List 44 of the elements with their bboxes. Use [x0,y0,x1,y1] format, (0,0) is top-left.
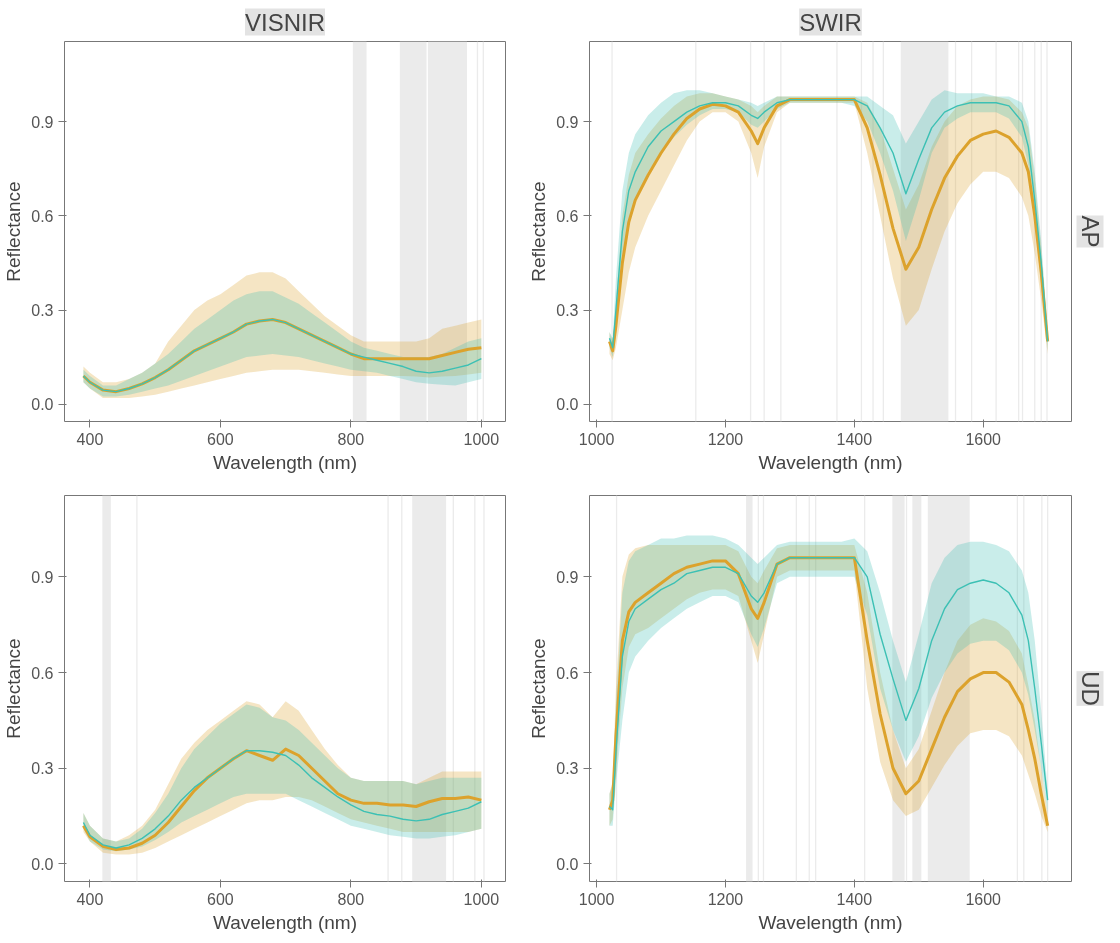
y-tick-label: 0.0 [556,855,579,873]
x-tick-label: 1000 [463,430,500,448]
x-tick-label: 600 [207,430,234,448]
y-axis-title: Reflectance [528,181,550,282]
x-tick-label: 1600 [965,890,1002,908]
x-axis-title: Wavelength (nm) [213,451,357,473]
y-tick-label: 0.0 [31,855,54,873]
x-tick-label: 1000 [463,890,500,908]
x-tick-label: 1200 [707,430,744,448]
y-tick-label: 0.3 [31,760,54,778]
y-axis-title: Reflectance [3,181,25,282]
y-tick-label: 0.6 [556,664,579,682]
y-tick-label: 0.3 [31,302,54,320]
y-tick-label: 0.3 [556,302,579,320]
x-tick-label: 1400 [836,430,873,448]
y-tick-label: 0.0 [31,396,54,414]
y-tick-label: 0.3 [556,760,579,778]
y-tick-label: 0.9 [31,113,54,131]
y-tick-label: 0.9 [556,113,579,131]
x-axis-title: Wavelength (nm) [758,911,903,933]
y-tick-label: 0.9 [556,568,579,586]
text: AP [1076,215,1104,248]
x-tick-label: 1600 [965,430,1002,448]
x-tick-label: 400 [76,890,104,908]
x-tick-label: 400 [76,430,104,448]
x-axis-title: Wavelength (nm) [213,911,357,933]
chart-title: VISNIR [244,8,326,36]
chart-title: SWIR [799,8,862,36]
x-tick-label: 1400 [836,890,873,908]
x-tick-label: 800 [337,890,365,908]
x-tick-label: 1000 [578,890,615,908]
y-axis-title: Reflectance [528,638,550,739]
y-tick-label: 0.9 [31,568,54,586]
y-axis-title: Reflectance [3,638,25,739]
x-tick-label: 1200 [707,890,744,908]
y-tick-label: 0.0 [556,396,579,414]
y-tick-label: 0.6 [31,207,54,225]
x-tick-label: 800 [337,430,365,448]
x-tick-label: 600 [207,890,234,908]
text: UD [1076,671,1104,706]
x-tick-label: 1000 [578,430,615,448]
y-tick-label: 0.6 [31,664,54,682]
y-tick-label: 0.6 [556,207,579,225]
x-axis-title: Wavelength (nm) [758,451,903,473]
